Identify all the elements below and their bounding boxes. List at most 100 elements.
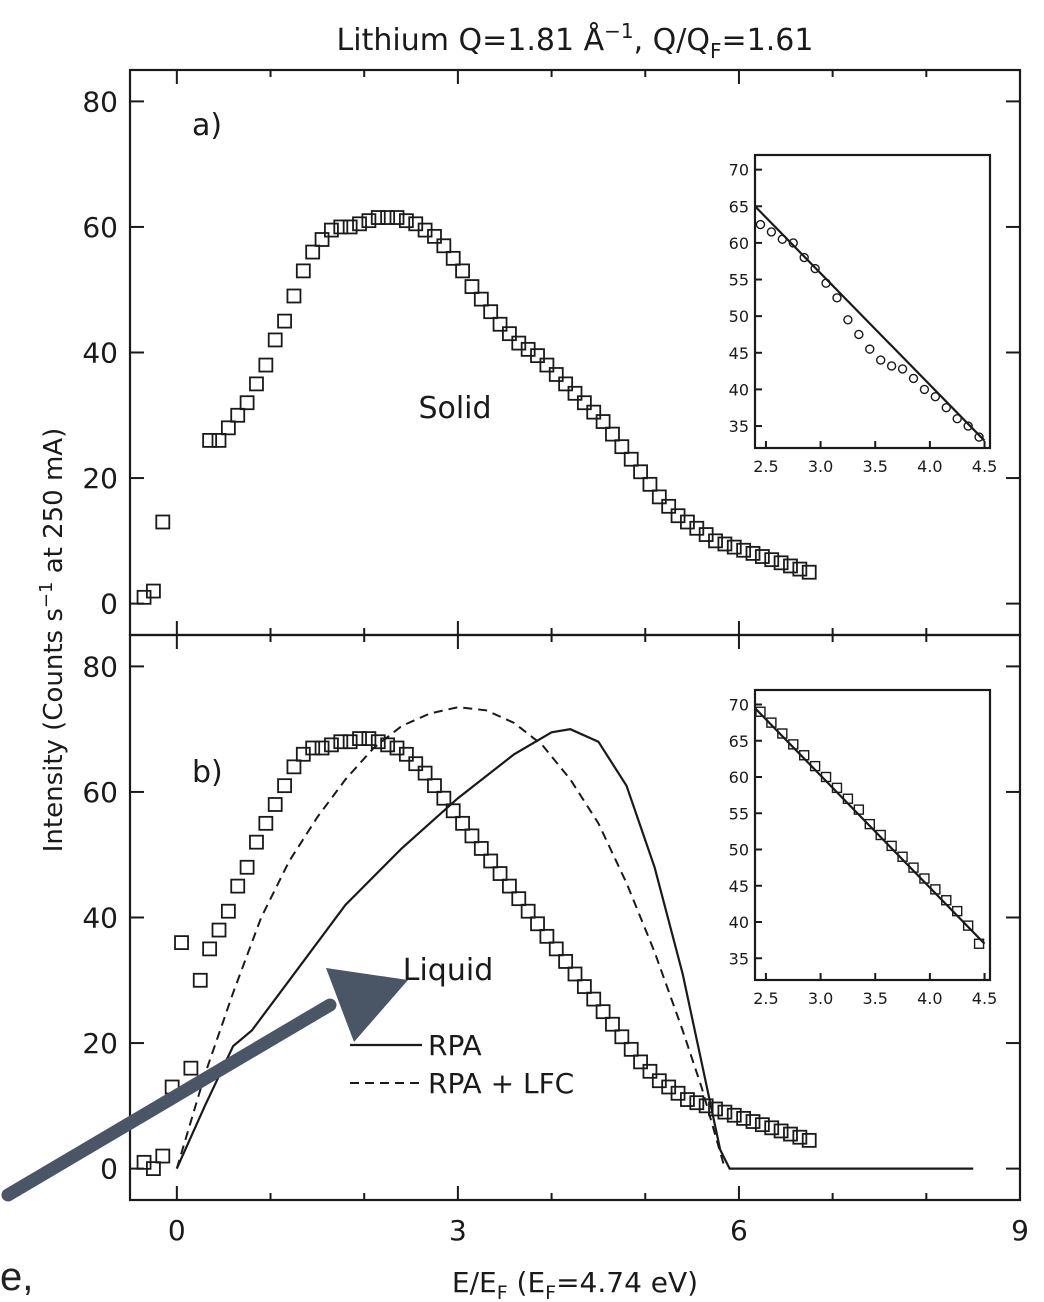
panel-b-data-point bbox=[305, 740, 321, 756]
panel-a-y-tick-label: 80 bbox=[82, 85, 118, 118]
panel-a-inset-point bbox=[886, 361, 897, 371]
panel-a-inset-point bbox=[875, 355, 886, 365]
panel-a-inset-point bbox=[755, 219, 766, 230]
panel-b-inset-y-tick-label: 65 bbox=[729, 732, 749, 751]
panel-b-inset-y-tick-label: 45 bbox=[729, 877, 749, 896]
panel-a-data-point bbox=[230, 407, 246, 423]
panel-a-inset-point bbox=[865, 344, 875, 354]
panel-a-data-point bbox=[445, 250, 461, 266]
panel-b-inset-point bbox=[875, 829, 886, 841]
panel-a-data-point bbox=[352, 216, 367, 232]
panel-a-data-point bbox=[792, 561, 808, 577]
panel-b-data-point bbox=[717, 1104, 733, 1120]
panel-b-inset-y-tick-label: 35 bbox=[729, 949, 749, 968]
panel-b-data-point bbox=[576, 979, 592, 994]
panel-b-data-point bbox=[333, 734, 349, 750]
panel-b-data-point bbox=[483, 853, 499, 869]
panel-a-inset: 35 40 45 50 55 60 65 70 2.5 3.0 3.5 4.0 4.5 bbox=[729, 153, 997, 476]
panel-a-data-point bbox=[389, 210, 405, 225]
panel-b-inset-point bbox=[777, 728, 788, 739]
panel-a-data-point bbox=[651, 489, 667, 505]
panel-b-inset-point bbox=[973, 938, 985, 949]
panel-b-curve-rpa-lfc bbox=[175, 706, 726, 1169]
panel-b-data-point bbox=[314, 740, 330, 756]
panel-b-frame bbox=[128, 633, 1022, 1202]
panel-b-inset-point bbox=[809, 760, 821, 772]
panel-a-data-point bbox=[614, 439, 630, 455]
panel-a-inset-point bbox=[952, 414, 962, 424]
panel-a-data-point bbox=[342, 219, 358, 235]
panel-a-data-point bbox=[267, 332, 283, 348]
panel-b-inset-x-tick-label: 2.5 bbox=[753, 989, 778, 1008]
panel-b-data-point bbox=[773, 1123, 789, 1139]
panel-a-label: a) bbox=[192, 108, 222, 143]
panel-b-legend-label: RPA bbox=[428, 1029, 482, 1062]
panel-a-inset-point bbox=[941, 403, 951, 413]
panel-a-data-point bbox=[539, 357, 555, 373]
panel-a-inset-x-tick-label: 3.0 bbox=[808, 457, 833, 476]
panel-b-inset-frame bbox=[753, 688, 992, 982]
panel-a-data-point bbox=[464, 279, 480, 294]
panel-b-data-point bbox=[361, 731, 377, 746]
panel-b-data-point bbox=[239, 859, 255, 875]
panel-a-data-point bbox=[642, 476, 658, 492]
figure-title: Lithium Q=1.81 Å−1, Q/QF=1.61 bbox=[337, 19, 814, 63]
panel-b-inset-x-tick-label: 4.5 bbox=[972, 989, 997, 1008]
panel-b-y-tick-label: 80 bbox=[82, 650, 118, 683]
panel-b-y-tick-label: 60 bbox=[82, 776, 118, 809]
panel-b-inset-point bbox=[941, 895, 952, 906]
panel-a-inset-y-tick-label: 40 bbox=[729, 380, 749, 399]
panel-b-data-point bbox=[155, 1148, 171, 1164]
panel-a-data-point bbox=[473, 291, 489, 307]
panel-b-data-point bbox=[324, 737, 339, 753]
y-axis-label: Intensity (Counts s−1 at 250 mA) bbox=[36, 428, 69, 853]
panel-a-data-point bbox=[726, 539, 742, 555]
panel-b-y-tick-label: 20 bbox=[82, 1027, 118, 1060]
panel-b-data-point bbox=[380, 737, 396, 753]
panel-a-inset-frame bbox=[753, 153, 992, 450]
panel-a-data-point bbox=[530, 348, 545, 364]
panel-b-data-point bbox=[511, 891, 527, 907]
panel-b-data-point bbox=[277, 778, 292, 794]
panel-a-inset-point bbox=[963, 421, 973, 431]
panel-b-liquid: 0 20 40 60 80 0 3 6 9 b) Liquid RPA RPA + LFC 35 40 45 5… bbox=[82, 633, 1029, 1247]
panel-a-data-point bbox=[295, 263, 311, 279]
panel-b-data-point bbox=[473, 841, 489, 856]
panel-b-data-point bbox=[220, 903, 236, 919]
panel-b-inset: 35 40 45 50 55 60 65 70 2.5 3.0 3.5 4.0 4.5 bbox=[729, 688, 997, 1008]
panel-b-data-point bbox=[427, 778, 442, 794]
panel-a-inset-point bbox=[974, 432, 984, 442]
panel-b-data-point bbox=[520, 903, 536, 919]
panel-a-data-point bbox=[783, 558, 798, 574]
panel-a-inset-point bbox=[930, 392, 941, 402]
panel-a-inset-point bbox=[854, 329, 864, 340]
panel-b-data-point bbox=[783, 1126, 798, 1142]
panel-a-data-point bbox=[764, 552, 780, 568]
panel-a-data-point bbox=[286, 288, 302, 304]
panel-a-data-point bbox=[436, 238, 452, 254]
panel-a-y-tick-label: 0 bbox=[100, 588, 118, 621]
panel-a-inset-x-tick-label: 4.0 bbox=[917, 457, 942, 476]
panel-a-solid: 0 20 40 60 80 a) Solid 35 40 45 50 55 60 65 70 2.5 3.0 3.… bbox=[82, 68, 1022, 637]
panel-b-inset-point bbox=[766, 717, 777, 728]
panel-b-data-point bbox=[398, 746, 414, 762]
panel-b-inset-point bbox=[952, 905, 963, 917]
panel-b-annotation: Liquid bbox=[403, 953, 493, 988]
panel-a-data-point bbox=[548, 367, 564, 382]
panel-a-data-point bbox=[558, 376, 574, 392]
panel-a-inset-point bbox=[766, 227, 777, 237]
panel-a-data-point bbox=[586, 404, 602, 420]
panel-b-data-point bbox=[211, 922, 227, 938]
panel-a-inset-y-tick-label: 60 bbox=[729, 234, 749, 253]
panel-a-data-point bbox=[661, 498, 677, 514]
panel-b-data-point bbox=[567, 966, 583, 982]
panel-b-inset-point bbox=[908, 862, 919, 873]
panel-b-inset-y-tick-label: 40 bbox=[729, 913, 749, 932]
panel-b-data-point bbox=[417, 765, 433, 781]
panel-b-inset-y-tick-label: 70 bbox=[729, 696, 749, 715]
panel-b-data-point bbox=[530, 916, 545, 932]
panel-b-data-point bbox=[342, 734, 358, 750]
panel-a-data-point bbox=[277, 313, 292, 329]
panel-a-inset-point bbox=[843, 315, 853, 325]
panel-b-data-point bbox=[408, 756, 424, 772]
